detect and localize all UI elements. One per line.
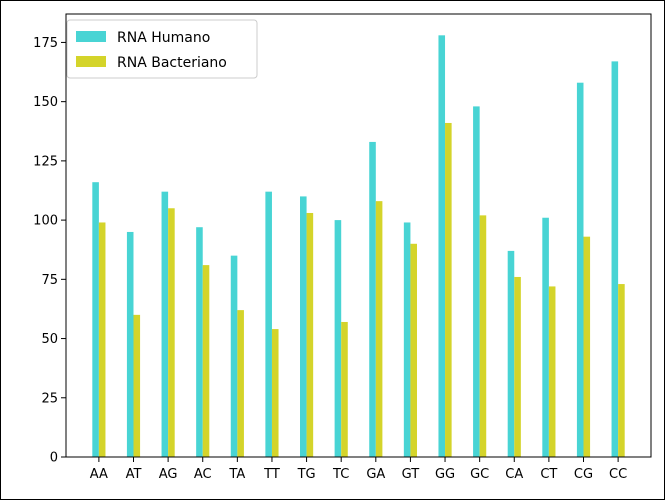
bar-rna-bacteriano-ct — [548, 286, 556, 457]
bar-rna-bacteriano-tg — [306, 212, 314, 457]
bar-rna-bacteriano-ac — [202, 265, 210, 457]
bar-rna-bacteriano-gt — [410, 243, 417, 457]
legend-label-rna-bacteriano: RNA Bacteriano — [117, 55, 227, 71]
legend: RNA Humano RNA Bacteriano — [66, 19, 258, 79]
bar-rna-humano-gt — [403, 222, 411, 457]
bar-rna-bacteriano-tt — [271, 329, 279, 457]
legend-box — [66, 19, 258, 79]
x-tick-label-ag: AG — [159, 467, 178, 482]
bars-layer — [92, 35, 625, 458]
bar-rna-bacteriano-gg — [445, 122, 452, 457]
x-tick-label-ga: GA — [366, 467, 385, 482]
bar-rna-bacteriano-at — [133, 314, 141, 457]
x-tick-label-at: AT — [126, 467, 142, 482]
bar-rna-humano-ga — [369, 141, 376, 457]
x-tick-label-cg: CG — [574, 467, 593, 482]
y-tick-label: 25 — [41, 391, 58, 406]
y-tick-label: 100 — [33, 214, 58, 229]
bar-rna-humano-aa — [92, 182, 99, 457]
x-tick-label-tg: TG — [297, 467, 316, 482]
plot-area-frame — [65, 13, 652, 458]
bar-rna-bacteriano-ca — [514, 276, 521, 457]
bar-rna-humano-gc — [473, 106, 480, 457]
bar-rna-bacteriano-aa — [98, 222, 106, 457]
y-tick-label: 50 — [41, 332, 58, 347]
x-tick-label-tc: TC — [332, 467, 349, 482]
bar-rna-bacteriano-ga — [375, 201, 383, 457]
bar-rna-bacteriano-ta — [237, 310, 244, 457]
bar-rna-humano-ta — [230, 255, 238, 457]
x-tick-label-ct: CT — [540, 467, 557, 482]
legend-swatch-rna-humano — [76, 31, 106, 42]
y-tick-label: 175 — [33, 36, 58, 51]
x-axis: AA AT AG AC TA TT TG TC GA GT GG GC CA CT CG CC — [90, 457, 627, 482]
bar-rna-humano-tg — [300, 196, 307, 457]
bar-rna-bacteriano-cg — [583, 236, 591, 457]
bar-rna-humano-gg — [438, 35, 446, 457]
bar-rna-humano-ac — [196, 227, 203, 457]
x-tick-label-ac: AC — [194, 467, 212, 482]
y-tick-label: 150 — [33, 95, 58, 110]
bar-rna-bacteriano-cc — [618, 284, 625, 457]
bar-rna-humano-ca — [507, 250, 515, 457]
bar-rna-bacteriano-tc — [341, 321, 348, 457]
bar-rna-humano-tt — [265, 191, 272, 458]
bar-rna-bacteriano-ag — [168, 208, 175, 457]
bar-rna-humano-cg — [576, 82, 584, 457]
bar-rna-humano-ag — [161, 191, 169, 458]
bar-rna-humano-at — [126, 231, 134, 457]
x-tick-label-ta: TA — [228, 467, 245, 482]
x-tick-label-tt: TT — [263, 467, 280, 482]
bar-rna-bacteriano-gc — [479, 215, 487, 457]
x-tick-label-cc: CC — [609, 467, 627, 482]
y-tick-label: 75 — [41, 273, 58, 288]
y-tick-label: 125 — [33, 154, 58, 169]
x-tick-label-gg: GG — [435, 467, 455, 482]
legend-label-rna-humano: RNA Humano — [117, 30, 210, 46]
x-tick-label-ca: CA — [505, 467, 523, 482]
y-tick-label: 0 — [50, 451, 58, 466]
bar-rna-humano-ct — [542, 217, 549, 457]
y-axis: 0 25 50 75 100 125 150 175 — [33, 36, 66, 466]
bar-rna-humano-cc — [611, 61, 619, 457]
x-tick-label-aa: AA — [90, 467, 108, 482]
x-tick-label-gt: GT — [402, 467, 420, 482]
bar-rna-humano-tc — [334, 220, 342, 457]
legend-swatch-rna-bacteriano — [76, 56, 106, 67]
x-tick-label-gc: GC — [470, 467, 489, 482]
